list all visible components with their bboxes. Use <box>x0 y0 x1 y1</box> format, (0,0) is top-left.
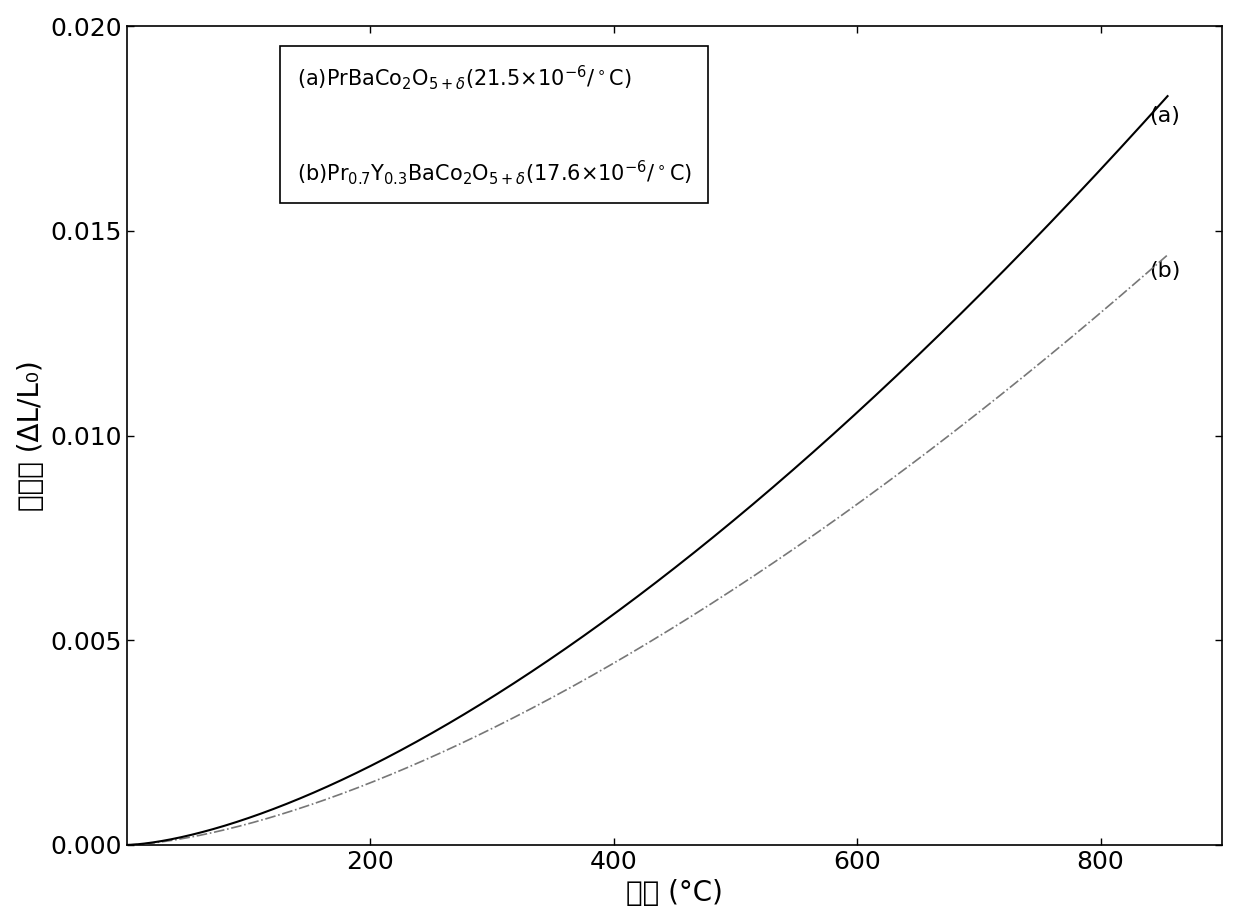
Text: (b): (b) <box>1150 261 1181 281</box>
Text: (a)PrBaCo$_2$O$_{5+\delta}$(21.5$\times$10$^{-6}$/$\mathregular{^\circ}$C)

(b)P: (a)PrBaCo$_2$O$_{5+\delta}$(21.5$\times$… <box>296 63 691 187</box>
X-axis label: 温度 (°C): 温度 (°C) <box>626 880 724 907</box>
Text: (a): (a) <box>1150 106 1181 127</box>
Y-axis label: 热膨胀 (ΔL/L₀): 热膨胀 (ΔL/L₀) <box>16 360 45 511</box>
